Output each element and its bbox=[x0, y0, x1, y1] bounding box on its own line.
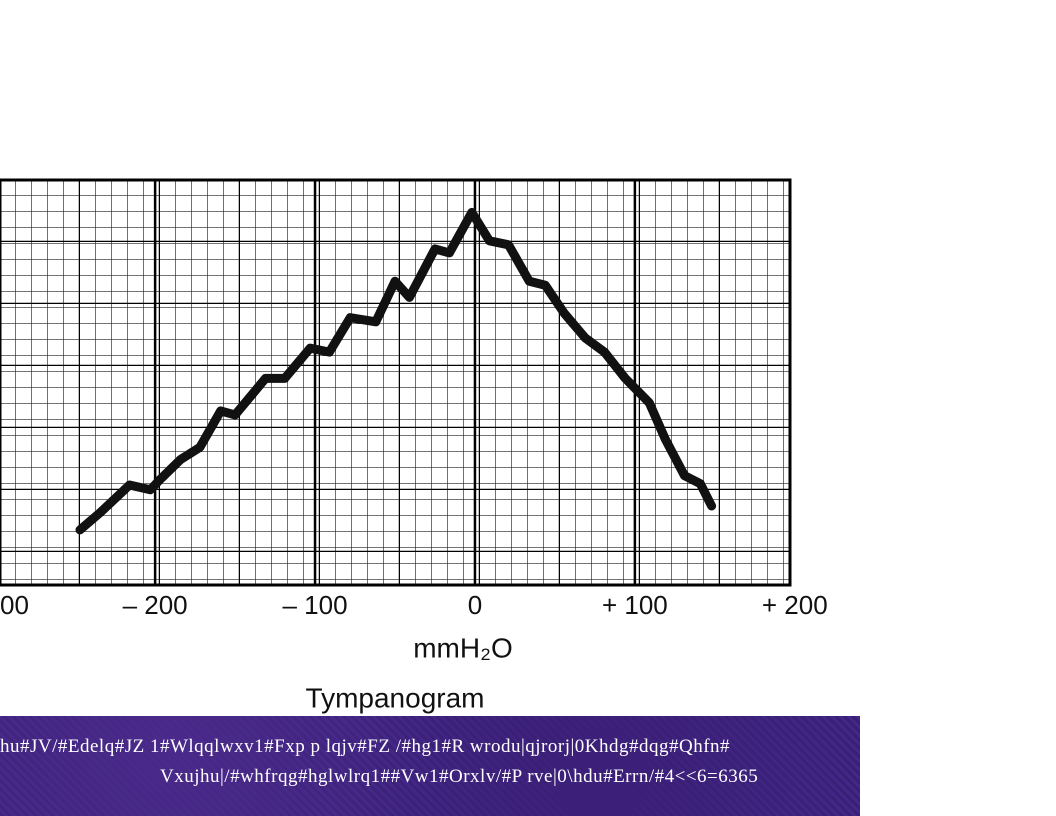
x-tick-label: + 200 bbox=[762, 590, 828, 620]
graph-paper-major bbox=[0, 180, 790, 585]
x-tick-label: 00 bbox=[0, 590, 29, 620]
x-axis-label: mmH₂O bbox=[413, 632, 513, 663]
x-tick-label: + 100 bbox=[602, 590, 668, 620]
x-tick-label: – 100 bbox=[283, 590, 348, 620]
footer-line: hu#JV/#Edelq#JZ 1#Wlqqlwxv1#Fxp p lqjv#F… bbox=[0, 736, 731, 757]
footer-banner: hu#JV/#Edelq#JZ 1#Wlqqlwxv1#Fxp p lqjv#F… bbox=[0, 716, 860, 816]
footer-line: Vxujhu|/#whfrqg#hglwlrq1##Vw1#Orxlv/#P r… bbox=[160, 766, 759, 787]
chart-title: Tympanogram bbox=[306, 682, 485, 713]
x-tick-label: – 200 bbox=[123, 590, 188, 620]
chart: mmH₂O Tympanogram 00 – 200 – 100 0 + 100 + 20… bbox=[0, 178, 828, 713]
plot-frame bbox=[0, 178, 792, 587]
data-line bbox=[75, 207, 717, 535]
x-tick-label: 0 bbox=[468, 590, 482, 620]
